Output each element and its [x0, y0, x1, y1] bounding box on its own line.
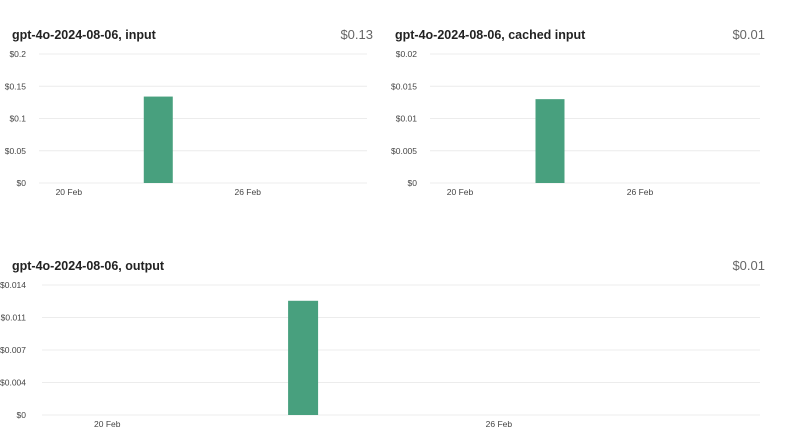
y-tick-label: $0.05 — [5, 146, 27, 156]
chart-svg: $0 $0.005 $0.01 $0.015 $0.02 20 Feb 26 Feb — [391, 49, 760, 197]
y-tick-label: $0.005 — [391, 146, 417, 156]
x-tick-label: 20 Feb — [94, 419, 121, 429]
chart-title: gpt-4o-2024-08-06, output — [12, 259, 165, 273]
y-tick-label: $0 — [17, 178, 27, 188]
chart-panel-cached-input: gpt-4o-2024-08-06, cached input $0.01 $0… — [391, 27, 765, 203]
y-tick-label: $0.1 — [9, 114, 26, 124]
x-tick-label: 26 Feb — [627, 187, 654, 197]
bar[interactable] — [288, 300, 319, 415]
y-tick-label: $0 — [17, 410, 27, 420]
bar[interactable] — [143, 96, 173, 183]
y-tick-label: $0 — [408, 178, 418, 188]
chart-total: $0.13 — [340, 27, 373, 42]
chart-title: gpt-4o-2024-08-06, input — [12, 28, 156, 42]
chart-title: gpt-4o-2024-08-06, cached input — [395, 28, 586, 42]
y-tick-label: $0.011 — [1, 313, 27, 323]
x-tick-label: 20 Feb — [56, 187, 83, 197]
bar[interactable] — [535, 99, 565, 183]
y-tick-label: $0.15 — [5, 81, 27, 91]
chart-total: $0.01 — [732, 258, 765, 273]
chart-svg: $0 $0.05 $0.1 $0.15 $0.2 20 Feb 26 Feb — [5, 49, 367, 197]
x-tick-label: 26 Feb — [234, 187, 261, 197]
y-tick-label: $0.004 — [0, 378, 26, 388]
x-tick-label: 20 Feb — [447, 187, 474, 197]
y-tick-label: $0.007 — [0, 345, 26, 355]
y-tick-label: $0.2 — [9, 49, 26, 59]
chart-panel-output: gpt-4o-2024-08-06, output $0.01 $0 $0.004… — [0, 258, 765, 439]
y-tick-label: $0.015 — [391, 81, 417, 91]
y-tick-label: $0.014 — [0, 280, 26, 290]
x-tick-label: 26 Feb — [486, 419, 513, 429]
chart-svg: $0 $0.004 $0.007 $0.011 $0.014 20 Feb 26 Feb — [0, 280, 760, 429]
chart-panel-input: gpt-4o-2024-08-06, input $0.13 $0 $0.05 $0… — [5, 27, 373, 203]
y-tick-label: $0.01 — [396, 114, 418, 124]
chart-total: $0.01 — [732, 27, 765, 42]
y-tick-label: $0.02 — [396, 49, 418, 59]
